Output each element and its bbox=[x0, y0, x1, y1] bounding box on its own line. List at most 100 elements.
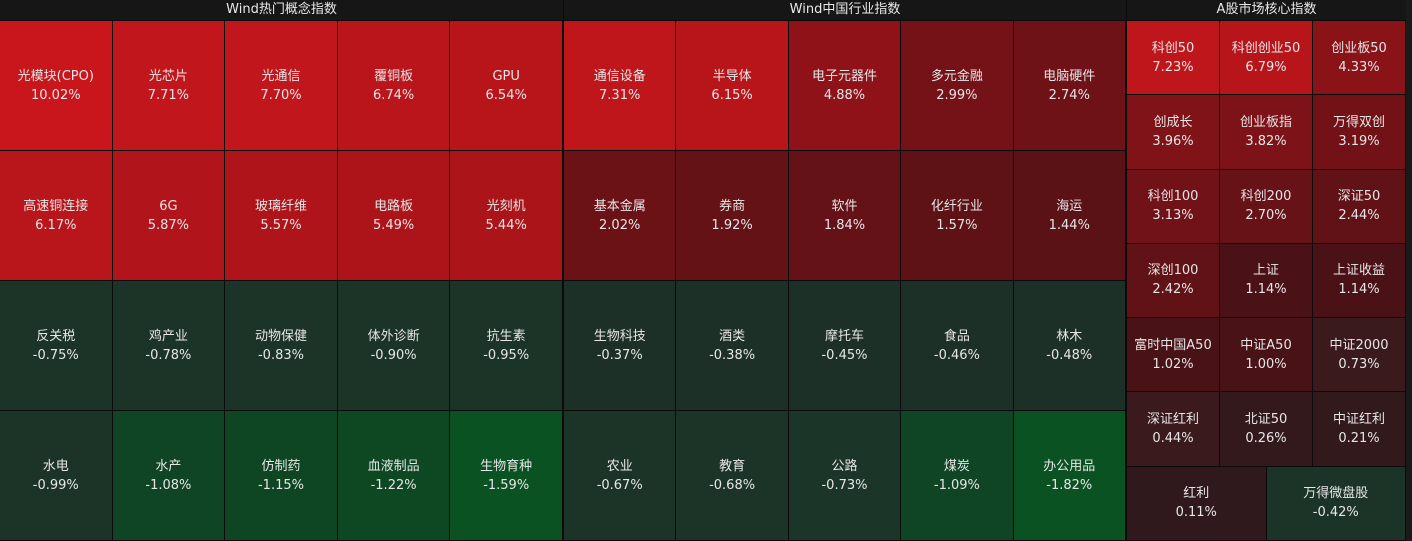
tile-name: 软件 bbox=[831, 198, 858, 214]
tile-change: 6.79% bbox=[1245, 59, 1287, 75]
index-tile[interactable]: 上证 1.14% bbox=[1220, 243, 1312, 318]
tile-name: 科创50 bbox=[1151, 40, 1195, 56]
index-tile[interactable]: 深证红利 0.44% bbox=[1127, 392, 1219, 466]
index-tile[interactable]: 摩托车 -0.45% bbox=[788, 281, 901, 410]
index-tile[interactable]: 基本金属 2.02% bbox=[564, 151, 676, 280]
tile-name: 覆铜板 bbox=[374, 68, 414, 84]
index-tile[interactable]: 北证50 0.26% bbox=[1220, 392, 1312, 466]
index-tile[interactable]: 光刻机 5.44% bbox=[450, 151, 562, 280]
index-tile[interactable]: 农业 -0.67% bbox=[564, 411, 676, 540]
index-tile[interactable]: 光芯片 7.71% bbox=[112, 21, 225, 150]
index-tile[interactable]: 创成长 3.96% bbox=[1127, 95, 1219, 169]
index-tile[interactable]: 办公用品 -1.82% bbox=[1013, 411, 1125, 540]
index-tile[interactable]: 水电 -0.99% bbox=[0, 411, 112, 540]
index-tile[interactable]: 券商 1.92% bbox=[676, 151, 788, 280]
index-tile[interactable]: 酒类 -0.38% bbox=[676, 281, 788, 410]
tile-name: 生物育种 bbox=[480, 458, 533, 474]
index-tile[interactable]: 鸡产业 -0.78% bbox=[112, 281, 225, 410]
index-tile[interactable]: 仿制药 -1.15% bbox=[225, 411, 337, 540]
index-tile[interactable]: 食品 -0.46% bbox=[901, 281, 1013, 410]
index-tile[interactable]: 6G 5.87% bbox=[112, 151, 225, 280]
index-tile[interactable]: 电路板 5.49% bbox=[337, 151, 450, 280]
index-tile[interactable]: 生物科技 -0.37% bbox=[564, 281, 676, 410]
tile-name: 光芯片 bbox=[148, 68, 188, 84]
tile-change: 3.19% bbox=[1338, 133, 1380, 149]
tile-change: -1.59% bbox=[483, 477, 530, 493]
tile-name: 鸡产业 bbox=[148, 328, 188, 344]
tile-name: 光模块(CPO) bbox=[17, 68, 94, 84]
index-tile[interactable]: 科创200 2.70% bbox=[1220, 169, 1312, 243]
index-tile[interactable]: 万得微盘股 -0.42% bbox=[1266, 466, 1405, 540]
index-tile[interactable]: 覆铜板 6.74% bbox=[337, 21, 450, 150]
index-tile[interactable]: 创业板50 4.33% bbox=[1313, 21, 1405, 95]
index-tile[interactable]: 反关税 -0.75% bbox=[0, 281, 112, 410]
tile-change: -0.99% bbox=[32, 477, 79, 493]
tile-change: 6.17% bbox=[35, 217, 77, 233]
tile-name: 万得双创 bbox=[1332, 114, 1385, 130]
tile-change: -0.38% bbox=[709, 347, 756, 363]
index-tile[interactable]: 科创创业50 6.79% bbox=[1220, 21, 1312, 95]
index-tile[interactable]: 中证红利 0.21% bbox=[1313, 392, 1405, 466]
tile-change: 0.73% bbox=[1338, 356, 1380, 372]
tile-change: 2.44% bbox=[1338, 208, 1380, 224]
index-tile[interactable]: 玻璃纤维 5.57% bbox=[225, 151, 337, 280]
scrollbar[interactable] bbox=[1406, 0, 1412, 541]
tile-change: -0.95% bbox=[483, 347, 530, 363]
index-tile[interactable]: 万得双创 3.19% bbox=[1313, 95, 1405, 169]
index-tile[interactable]: 动物保健 -0.83% bbox=[225, 281, 337, 410]
index-tile[interactable]: 软件 1.84% bbox=[788, 151, 901, 280]
index-tile[interactable]: 海运 1.44% bbox=[1013, 151, 1125, 280]
tile-change: 3.13% bbox=[1152, 208, 1194, 224]
index-tile[interactable]: 科创50 7.23% bbox=[1127, 21, 1219, 95]
tile-name: 林木 bbox=[1056, 328, 1083, 344]
tile-name: 血液制品 bbox=[367, 458, 420, 474]
index-tile[interactable]: 创业板指 3.82% bbox=[1220, 95, 1312, 169]
tile-name: 食品 bbox=[943, 328, 970, 344]
index-tile[interactable]: 中证2000 0.73% bbox=[1313, 318, 1405, 392]
panel-title: Wind热门概念指数 bbox=[0, 0, 563, 20]
index-tile[interactable]: 光通信 7.70% bbox=[225, 21, 337, 150]
tile-name: 多元金融 bbox=[930, 68, 983, 84]
index-tile[interactable]: 高速铜连接 6.17% bbox=[0, 151, 112, 280]
tile-name: 仿制药 bbox=[261, 458, 301, 474]
index-tile[interactable]: 多元金融 2.99% bbox=[901, 21, 1013, 150]
index-tile[interactable]: 富时中国A50 1.02% bbox=[1127, 318, 1219, 392]
tile-change: -1.15% bbox=[257, 477, 304, 493]
index-tile[interactable]: 通信设备 7.31% bbox=[564, 21, 676, 150]
index-tile[interactable]: 深创100 2.42% bbox=[1127, 243, 1219, 318]
index-tile[interactable]: 生物育种 -1.59% bbox=[450, 411, 562, 540]
index-tile[interactable]: 中证A50 1.00% bbox=[1220, 318, 1312, 392]
tile-change: 5.49% bbox=[372, 217, 415, 233]
index-tile[interactable]: 深证50 2.44% bbox=[1313, 169, 1405, 243]
index-tile[interactable]: 上证收益 1.14% bbox=[1313, 243, 1405, 318]
tile-change: 0.44% bbox=[1152, 431, 1194, 447]
tile-name: 办公用品 bbox=[1043, 458, 1096, 474]
tile-name: 中证红利 bbox=[1332, 412, 1385, 428]
tile-change: -0.46% bbox=[933, 347, 980, 363]
index-tile[interactable]: 煤炭 -1.09% bbox=[901, 411, 1013, 540]
index-tile[interactable]: GPU 6.54% bbox=[450, 21, 562, 150]
index-tile[interactable]: 抗生素 -0.95% bbox=[450, 281, 562, 410]
index-tile[interactable]: 科创100 3.13% bbox=[1127, 169, 1219, 243]
index-tile[interactable]: 水产 -1.08% bbox=[112, 411, 225, 540]
index-tile[interactable]: 林木 -0.48% bbox=[1013, 281, 1125, 410]
index-tile[interactable]: 教育 -0.68% bbox=[676, 411, 788, 540]
tile-name: 科创100 bbox=[1147, 189, 1199, 205]
tile-change: 1.02% bbox=[1152, 356, 1194, 372]
tile-name: 电脑硬件 bbox=[1043, 68, 1096, 84]
index-tile[interactable]: 电脑硬件 2.74% bbox=[1013, 21, 1125, 150]
index-tile[interactable]: 光模块(CPO) 10.02% bbox=[0, 21, 112, 150]
tile-change: 1.92% bbox=[711, 217, 753, 233]
index-tile[interactable]: 血液制品 -1.22% bbox=[337, 411, 450, 540]
tile-name: 创业板50 bbox=[1331, 40, 1387, 56]
index-tile[interactable]: 电子元器件 4.88% bbox=[788, 21, 901, 150]
index-tile[interactable]: 红利 0.11% bbox=[1127, 466, 1266, 540]
index-tile[interactable]: 化纤行业 1.57% bbox=[901, 151, 1013, 280]
tile-name: 基本金属 bbox=[593, 198, 646, 214]
tile-change: 7.31% bbox=[599, 87, 641, 103]
index-tile[interactable]: 半导体 6.15% bbox=[676, 21, 788, 150]
index-tile[interactable]: 公路 -0.73% bbox=[788, 411, 901, 540]
tile-change: 1.00% bbox=[1245, 356, 1287, 372]
tile-change: 1.44% bbox=[1048, 217, 1090, 233]
index-tile[interactable]: 体外诊断 -0.90% bbox=[337, 281, 450, 410]
